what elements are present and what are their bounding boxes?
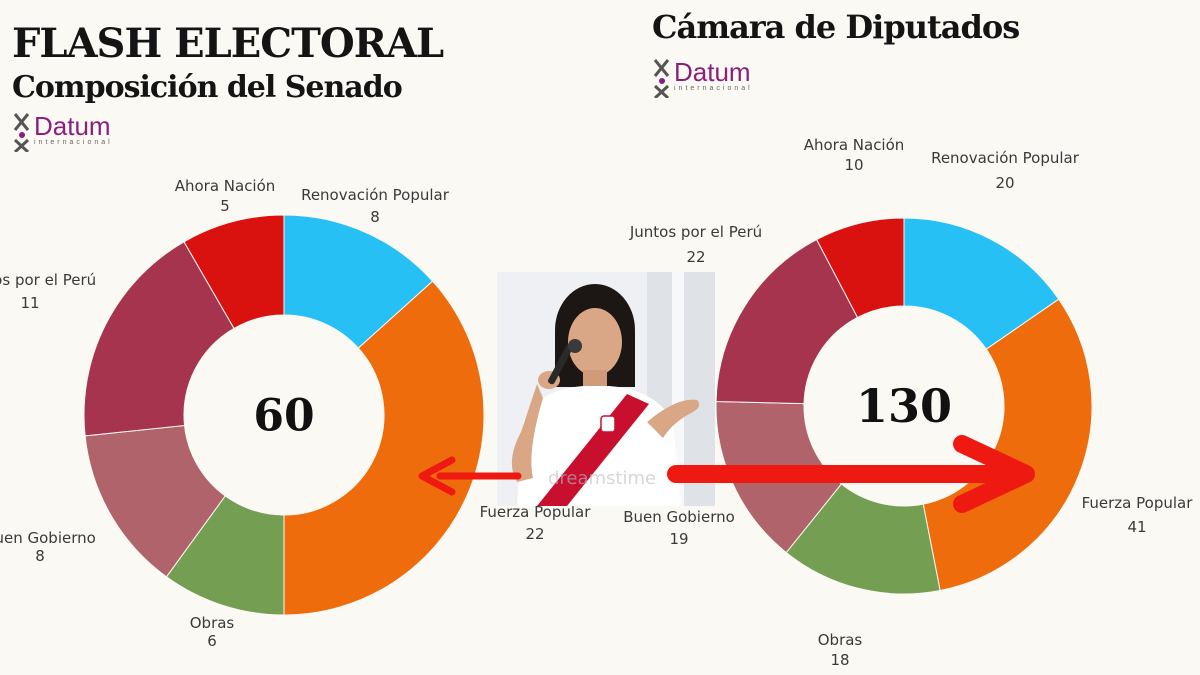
value-obras: 6 (207, 632, 217, 650)
value-juntos-por-el-peru: 22 (686, 248, 705, 266)
datum-logo-icon (13, 113, 30, 152)
chamber-title: Cámara de Diputados (652, 8, 1020, 46)
label-ahora-nacion: Ahora Nación (804, 136, 905, 154)
label-juntos-por-el-peru: Juntos por el Perú (0, 271, 96, 289)
value-buen-gobierno: 8 (35, 547, 45, 565)
label-obras: Obras (818, 631, 863, 649)
senate-title: Composición del Senado (12, 70, 403, 105)
value-fuerza-popular: 41 (1127, 518, 1146, 536)
logo-tagline: internacional (34, 139, 113, 146)
label-obras: Obras (190, 614, 235, 632)
slice-ahora-nacion (183, 214, 285, 330)
label-ahora-nacion: Ahora Nación (175, 177, 276, 195)
logo-tagline: internacional (674, 85, 753, 92)
value-ahora-nacion: 5 (220, 197, 230, 215)
datum-logo-icon (653, 59, 670, 98)
page-title: FLASH ELECTORAL (12, 20, 444, 67)
label-renovacion-popular: Renovación Popular (301, 186, 450, 204)
center-total: 60 (253, 390, 314, 441)
slice-juntos-por-el-peru (83, 241, 235, 437)
value-renovacion-popular: 8 (370, 208, 380, 226)
slice-juntos-por-el-peru (715, 238, 859, 405)
label-renovacion-popular: Renovación Popular (931, 149, 1080, 167)
candidate-photo: dreamstime (497, 272, 715, 506)
photo-watermark: dreamstime (548, 468, 656, 489)
value-renovacion-popular: 20 (995, 174, 1014, 192)
label-buen-gobierno: Buen Gobierno (0, 529, 96, 547)
slice-fuerza-popular (922, 298, 1093, 592)
value-juntos-por-el-peru: 11 (20, 294, 39, 312)
center-total: 130 (856, 379, 952, 433)
value-fuerza-popular: 22 (525, 525, 544, 543)
value-buen-gobierno: 19 (669, 530, 688, 548)
value-ahora-nacion: 10 (844, 156, 863, 174)
label-fuerza-popular: Fuerza Popular (480, 503, 592, 521)
datum-logo: Datum internacional (12, 112, 113, 152)
label-buen-gobierno: Buen Gobierno (623, 508, 735, 526)
candidate-photo-image: dreamstime (497, 272, 715, 506)
datum-logo-right: Datum internacional (652, 58, 753, 98)
value-obras: 18 (830, 651, 849, 669)
slice-fuerza-popular (283, 280, 485, 616)
label-fuerza-popular: Fuerza Popular (1082, 494, 1194, 512)
logo-name: Datum (34, 111, 111, 141)
slice-ahora-nacion (815, 217, 905, 319)
label-juntos-por-el-peru: Juntos por el Perú (629, 223, 762, 241)
logo-name: Datum (674, 57, 751, 87)
